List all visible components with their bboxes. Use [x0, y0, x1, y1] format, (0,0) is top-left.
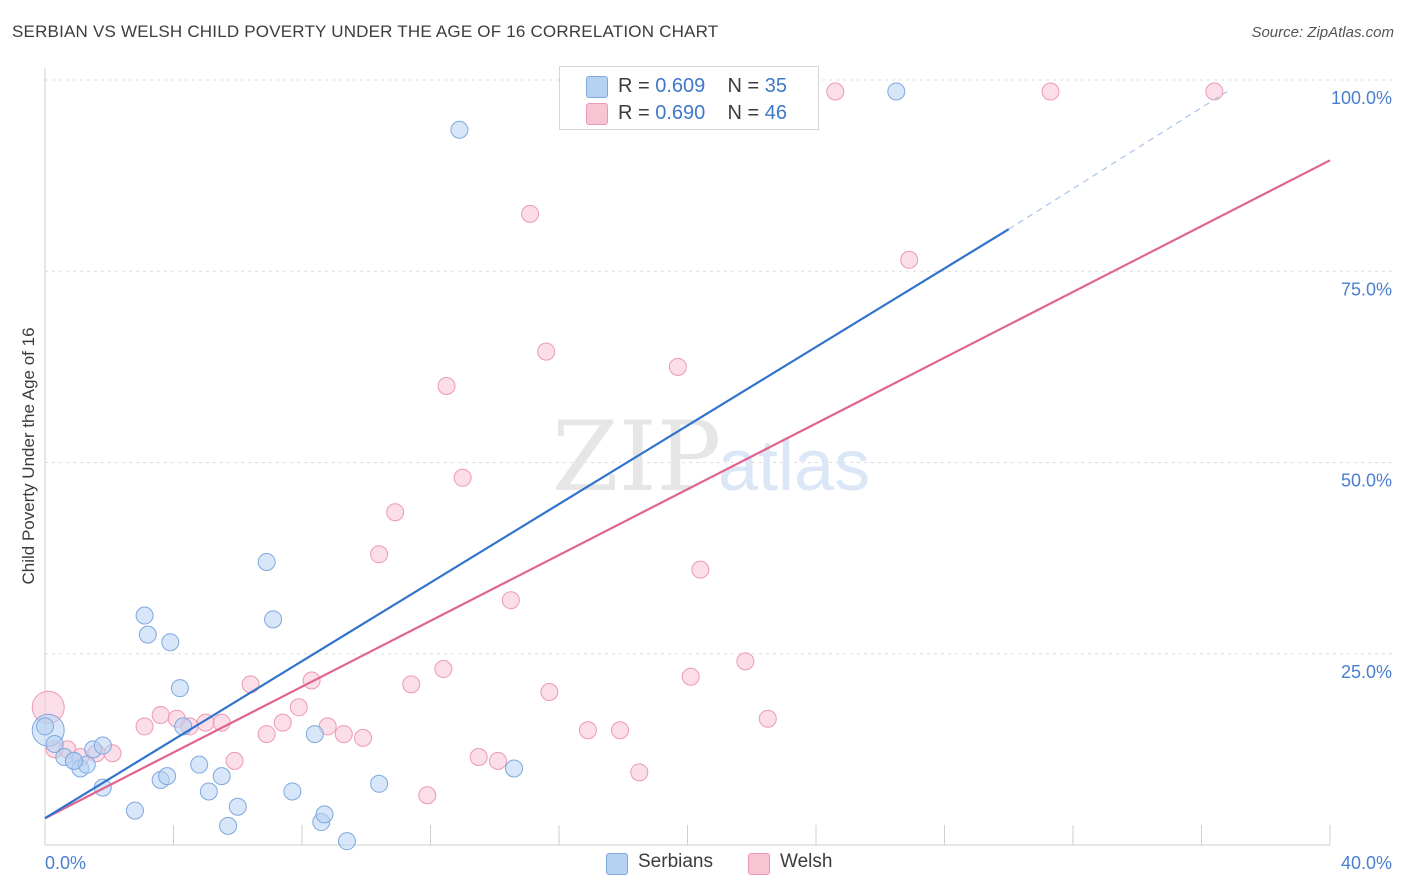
serbians-point-30 — [450, 120, 469, 139]
serbians-point-23 — [264, 610, 283, 629]
welsh-point-45 — [1205, 82, 1224, 101]
welsh-r-label: R = — [618, 102, 656, 124]
welsh-point-12 — [225, 751, 244, 770]
serbians-point-31 — [505, 759, 524, 778]
serbians-point-21 — [228, 797, 247, 816]
welsh-legend-label: Welsh — [780, 851, 833, 872]
legend-serbians-text: R = 0.609 N = 35 — [618, 75, 787, 98]
y-tick-labels: 25.0% 50.0% 75.0% 100.0% — [1331, 88, 1392, 682]
watermark: ZIP atlas — [552, 401, 870, 513]
serbians-point-29 — [370, 774, 389, 793]
welsh-point-25 — [434, 660, 453, 679]
welsh-point-44 — [1041, 82, 1060, 101]
serbians-point-16 — [174, 717, 193, 736]
serbians-point-10 — [135, 606, 154, 625]
welsh-point-24 — [418, 786, 437, 805]
welsh-point-29 — [488, 751, 507, 770]
welsh-point-7 — [151, 705, 170, 724]
serbians-trendline-extension — [1008, 90, 1228, 230]
y-tick-label-25: 25.0% — [1341, 662, 1392, 682]
legend-welsh-text: R = 0.690 N = 46 — [618, 102, 787, 125]
chart-title: SERBIAN VS WELSH CHILD POVERTY UNDER THE… — [12, 22, 719, 41]
welsh-swatch — [586, 103, 608, 125]
welsh-point-13 — [241, 675, 260, 694]
serbians-legend-swatch — [606, 853, 628, 875]
x-tick-label-min: 0.0% — [45, 853, 86, 873]
welsh-point-43 — [900, 250, 919, 269]
welsh-point-39 — [691, 560, 710, 579]
source-credit: Source: ZipAtlas.com — [1251, 24, 1394, 41]
welsh-point-27 — [453, 468, 472, 487]
welsh-point-31 — [521, 204, 540, 223]
serbians-r-value: 0.609 — [655, 75, 706, 97]
serbians-n-label: N = — [727, 75, 765, 97]
watermark-atlas: atlas — [718, 426, 870, 506]
serbians-point-19 — [212, 767, 231, 786]
series-legend: Serbians Welsh — [0, 851, 1406, 877]
welsh-point-6 — [135, 717, 154, 736]
welsh-point-41 — [758, 709, 777, 728]
welsh-point-37 — [668, 357, 687, 376]
serbians-point-1 — [45, 735, 64, 754]
correlation-legend: R = 0.609 N = 35 R = 0.690 N = 46 — [559, 66, 819, 130]
welsh-point-40 — [736, 652, 755, 671]
y-tick-label-75: 75.0% — [1341, 279, 1392, 299]
serbians-point-33 — [36, 717, 54, 736]
serbians-point-18 — [199, 782, 218, 801]
welsh-point-36 — [630, 763, 649, 782]
serbians-point-20 — [219, 816, 238, 835]
serbians-r-label: R = — [618, 75, 656, 97]
y-axis-label: Child Poverty Under the Age of 16 — [19, 327, 38, 584]
welsh-point-28 — [469, 748, 488, 767]
welsh-n-value: 46 — [764, 102, 788, 124]
serbians-point-13 — [158, 767, 177, 786]
y-tick-label-50: 50.0% — [1341, 471, 1392, 491]
welsh-point-34 — [578, 721, 597, 740]
welsh-point-32 — [537, 342, 556, 361]
serbians-point-28 — [337, 832, 356, 851]
x-tick-marks — [44, 825, 1331, 845]
welsh-trendline — [44, 159, 1331, 820]
welsh-point-14 — [257, 725, 276, 744]
serbians-point-7 — [93, 736, 112, 755]
y-tick-label-100: 100.0% — [1331, 88, 1392, 108]
welsh-point-23 — [402, 675, 421, 694]
welsh-point-42 — [826, 82, 845, 101]
welsh-point-22 — [386, 503, 405, 522]
serbians-swatch — [586, 76, 608, 98]
serbians-point-27 — [315, 805, 334, 824]
grid-lines — [45, 79, 1392, 655]
welsh-point-26 — [437, 377, 456, 395]
serbians-point-32 — [887, 82, 906, 101]
serbians-point-17 — [190, 755, 209, 774]
welsh-point-16 — [289, 698, 308, 717]
serbians-point-11 — [138, 625, 157, 644]
serbians-point-22 — [257, 552, 276, 571]
serbians-point-25 — [305, 725, 324, 744]
welsh-r-value: 0.690 — [655, 102, 706, 124]
serbians-points — [31, 82, 906, 851]
trendlines — [44, 90, 1331, 820]
welsh-point-15 — [273, 713, 292, 732]
welsh-legend-swatch — [748, 853, 770, 875]
serbians-point-14 — [161, 633, 180, 652]
serbians-n-value: 35 — [764, 75, 788, 97]
welsh-n-label: N = — [727, 102, 765, 124]
serbians-point-15 — [170, 679, 189, 698]
x-tick-label-max: 40.0% — [1341, 853, 1392, 873]
serbians-point-9 — [125, 801, 144, 820]
welsh-point-33 — [540, 683, 559, 701]
welsh-point-35 — [611, 721, 630, 740]
welsh-point-30 — [501, 591, 520, 610]
welsh-point-19 — [334, 725, 353, 744]
welsh-point-21 — [370, 545, 389, 564]
serbians-legend-label: Serbians — [638, 851, 713, 872]
welsh-point-38 — [681, 667, 700, 686]
serbians-trendline — [44, 228, 1010, 820]
serbians-point-24 — [283, 782, 302, 801]
serbians-point-34 — [64, 751, 83, 770]
welsh-point-20 — [354, 728, 373, 747]
